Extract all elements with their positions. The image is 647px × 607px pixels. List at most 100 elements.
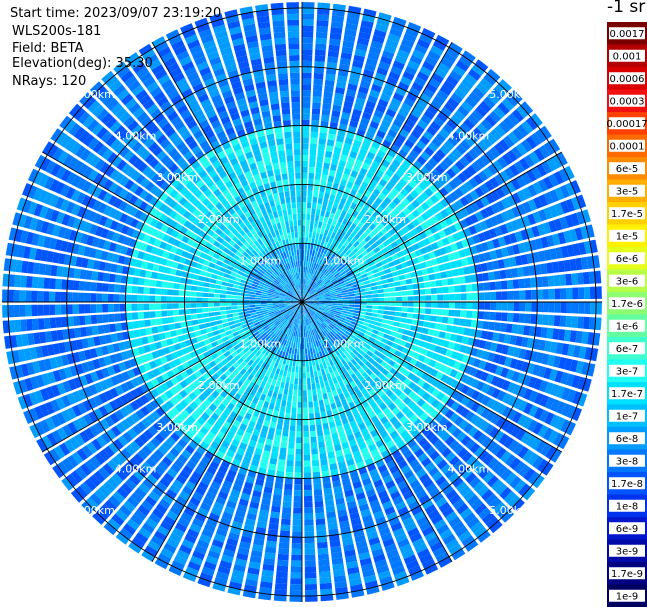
beta-cell [543,176,554,190]
beta-cell [295,360,299,367]
beta-cell [302,219,306,226]
beta-cell [401,225,410,234]
beta-cell [326,334,332,340]
beta-cell [409,414,419,424]
beta-cell [520,431,532,444]
beta-cell [475,105,488,118]
beta-cell [505,181,516,193]
beta-cell [125,294,132,302]
beta-cell [589,286,597,299]
beta-cell [357,173,365,181]
beta-cell [303,407,308,414]
beta-cell [559,184,570,199]
beta-cell [318,375,324,383]
beta-cell [350,342,357,349]
beta-cell [291,548,302,555]
beta-cell [272,299,279,301]
beta-cell [137,303,144,311]
beta-cell [487,352,496,362]
beta-cell [566,302,573,314]
beta-cell [255,306,262,310]
beta-cell [388,445,399,454]
beta-cell [483,230,492,241]
beta-cell [303,401,308,408]
beta-cell [295,460,302,467]
beta-cell [428,466,439,477]
beta-cell [495,248,503,259]
beta-cell [378,61,391,71]
beta-cell [243,302,250,306]
beta-cell [297,413,302,420]
beta-cell [270,511,280,519]
beta-cell [384,154,394,163]
beta-cell [337,235,343,243]
beta-cell [288,442,295,449]
beta-cell [329,225,335,232]
beta-cell [320,283,326,288]
beta-cell [392,565,406,576]
beta-cell [401,406,411,415]
beta-cell [447,424,458,435]
beta-cell [417,240,425,249]
beta-cell [361,162,370,171]
beta-cell [525,434,537,447]
beta-cell [446,325,454,333]
beta-cell [172,296,179,302]
beta-cell [273,488,283,496]
beta-cell [325,361,331,368]
beta-cell [328,274,334,280]
beta-cell [560,245,569,258]
beta-cell [306,305,311,311]
beta-cell [493,501,506,515]
beta-cell [340,210,347,218]
beta-cell [280,441,288,449]
beta-cell [354,337,362,343]
beta-cell [226,310,233,314]
beta-cell [462,50,476,63]
beta-cell [409,532,423,543]
beta-cell [401,296,408,301]
beta-cell [324,292,331,296]
beta-cell [498,79,512,92]
beta-cell [304,537,315,544]
beta-cell [443,183,454,194]
beta-cell [335,289,342,293]
beta-cell [336,81,347,89]
beta-cell [323,278,330,284]
beta-cell [495,200,506,212]
beta-cell [576,194,587,209]
beta-cell [440,405,450,416]
beta-cell [337,299,344,302]
beta-cell [324,279,331,285]
beta-cell [394,388,403,397]
beta-cell [425,260,433,268]
beta-cell [411,199,420,209]
beta-cell [313,244,317,251]
beta-cell [316,155,324,163]
beta-cell [436,239,445,248]
beta-cell [299,325,301,332]
beta-cell [271,505,281,513]
beta-cell [566,389,577,403]
beta-cell [400,317,407,323]
beta-cell [304,548,316,555]
beta-cell [411,209,421,218]
beta-cell [287,395,293,402]
beta-cell [415,408,425,418]
beta-cell [436,338,444,346]
beta-cell [211,273,218,280]
beta-cell [306,255,309,262]
beta-cell [350,238,357,245]
beta-cell [365,57,378,67]
beta-cell [335,274,342,280]
beta-cell [343,232,350,240]
beta-cell [302,113,310,120]
beta-cell [479,420,490,432]
beta-cell [489,110,502,123]
beta-cell [538,145,551,159]
beta-cell [369,365,377,372]
beta-cell [284,364,289,371]
beta-cell [306,336,309,343]
beta-cell [324,291,330,295]
beta-cell [536,163,547,177]
